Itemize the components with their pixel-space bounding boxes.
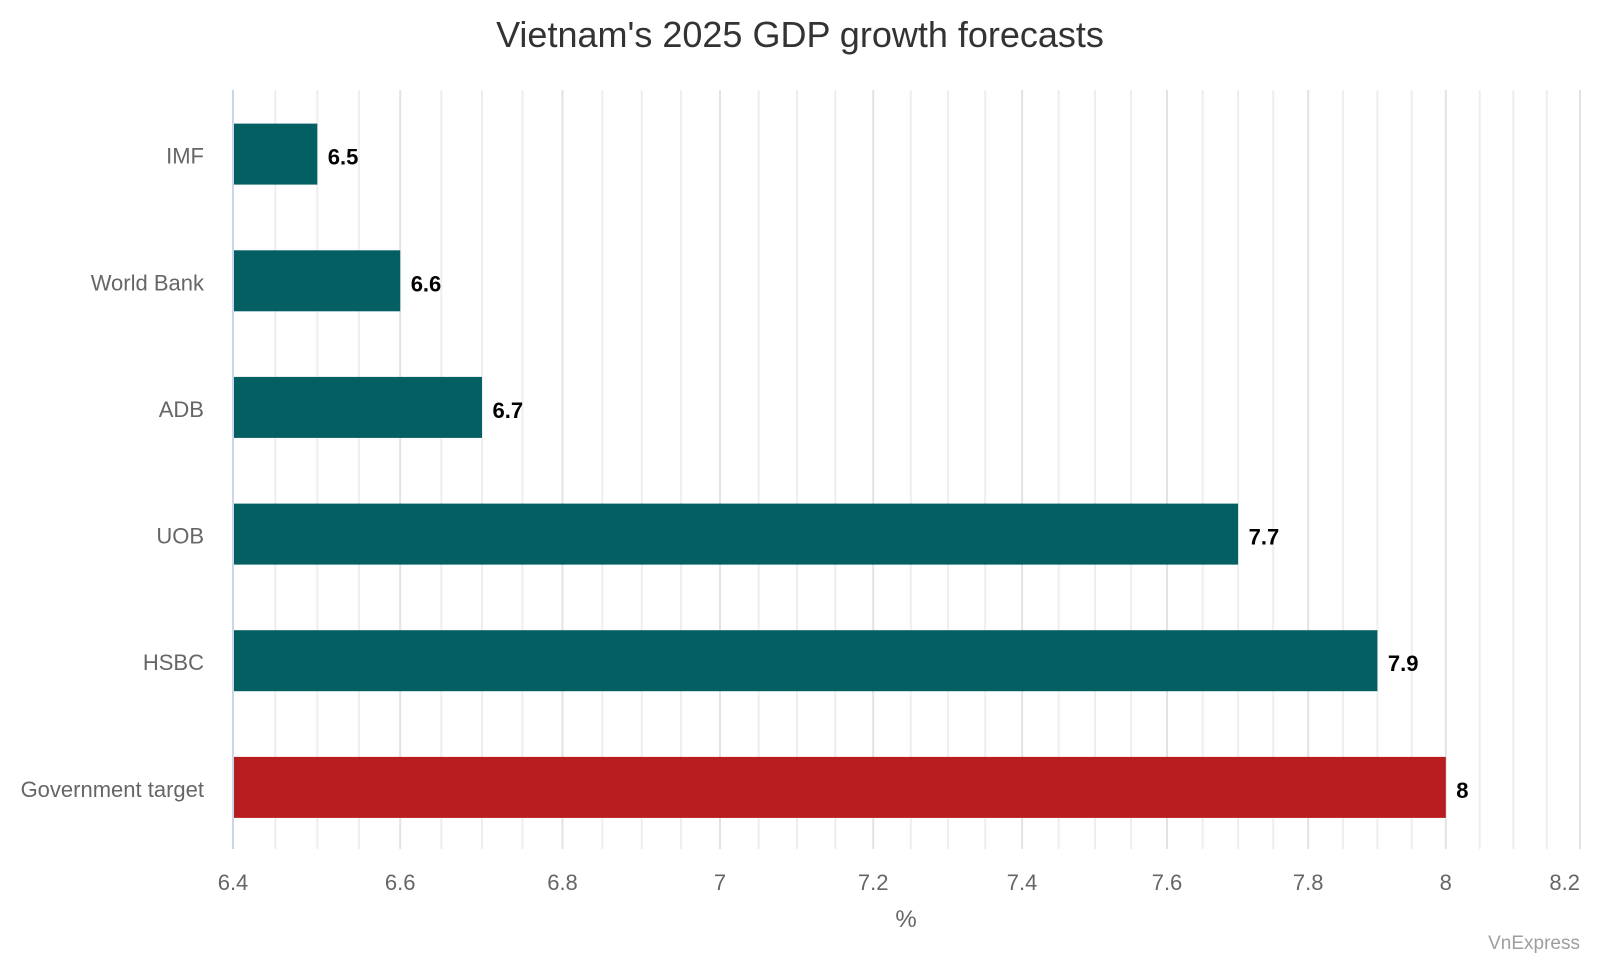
- svg-text:World Bank: World Bank: [91, 270, 205, 295]
- svg-text:6.8: 6.8: [547, 870, 578, 895]
- svg-text:IMF: IMF: [166, 144, 204, 169]
- svg-text:7.8: 7.8: [1293, 870, 1324, 895]
- svg-text:6.4: 6.4: [218, 870, 249, 895]
- svg-text:8.2: 8.2: [1549, 870, 1580, 895]
- svg-text:6.5: 6.5: [328, 145, 359, 170]
- svg-text:7.6: 7.6: [1152, 870, 1183, 895]
- svg-text:%: %: [895, 906, 916, 933]
- svg-text:6.6: 6.6: [385, 870, 416, 895]
- svg-text:7.9: 7.9: [1388, 651, 1419, 676]
- svg-text:HSBC: HSBC: [143, 650, 204, 675]
- svg-text:VnExpress: VnExpress: [1488, 933, 1580, 954]
- svg-text:7.7: 7.7: [1249, 525, 1280, 550]
- svg-text:8: 8: [1456, 778, 1468, 803]
- svg-text:8: 8: [1440, 870, 1452, 895]
- svg-text:6.7: 6.7: [493, 398, 524, 423]
- svg-text:Government target: Government target: [21, 777, 204, 802]
- svg-text:7.4: 7.4: [1007, 870, 1038, 895]
- svg-text:6.6: 6.6: [411, 271, 442, 296]
- svg-text:7: 7: [714, 870, 726, 895]
- svg-text:ADB: ADB: [159, 397, 204, 422]
- svg-text:UOB: UOB: [156, 524, 204, 549]
- svg-text:Vietnam's 2025 GDP growth fore: Vietnam's 2025 GDP growth forecasts: [496, 14, 1104, 55]
- svg-text:7.2: 7.2: [858, 870, 889, 895]
